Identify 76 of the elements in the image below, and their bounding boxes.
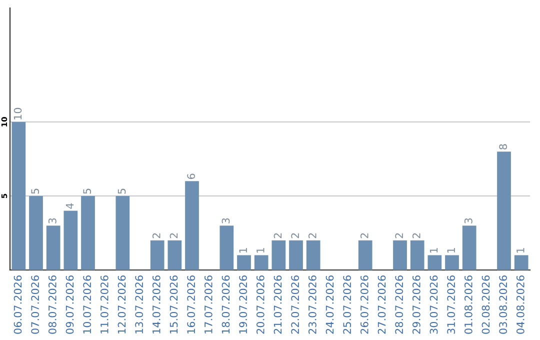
x-tick-label: 14.07.2026 [152, 276, 160, 334]
bar [428, 255, 442, 270]
x-tick-label: 27.07.2026 [378, 276, 386, 334]
x-tick-label: 04.08.2026 [516, 276, 524, 334]
bar [81, 196, 95, 270]
data-label: 6 [187, 174, 196, 179]
x-tick-label: 16.07.2026 [187, 276, 196, 334]
x-tick-label: 24.07.2026 [326, 276, 334, 334]
bar [462, 226, 476, 270]
x-tick-label: 12.07.2026 [118, 276, 126, 334]
data-label: 3 [464, 218, 472, 224]
x-tick-label: 19.07.2026 [239, 276, 248, 334]
bar [306, 240, 320, 270]
bar [12, 122, 26, 270]
bar [185, 181, 199, 270]
data-label: 8 [499, 144, 508, 150]
x-tick-label: 03.08.2026 [499, 276, 508, 334]
data-label: 2 [152, 233, 160, 238]
bar [514, 255, 528, 270]
x-tick-label: 31.07.2026 [447, 276, 456, 334]
x-tick-label: 22.07.2026 [291, 276, 300, 334]
bar [410, 240, 424, 270]
bar [237, 255, 251, 270]
bar [64, 210, 78, 270]
x-tick-label: 11.07.2026 [100, 276, 108, 334]
data-label: 3 [48, 218, 56, 224]
x-tick-label: 13.07.2026 [135, 276, 144, 334]
data-label: 1 [430, 248, 438, 253]
data-label: 2 [360, 233, 368, 238]
data-label: 2 [308, 233, 316, 238]
bar [150, 240, 164, 270]
bar [445, 255, 459, 270]
data-label: 5 [118, 188, 126, 194]
data-label: 2 [412, 233, 420, 238]
data-label: 5 [83, 188, 92, 194]
x-tick-label: 20.07.2026 [256, 276, 264, 334]
data-label: 5 [31, 188, 40, 194]
x-tick-label: 21.07.2026 [274, 276, 282, 334]
bar [393, 240, 407, 270]
x-tick-label: 07.07.2026 [31, 276, 40, 334]
bar [289, 240, 303, 270]
x-tick-label: 29.07.2026 [412, 276, 420, 334]
bar [272, 240, 286, 270]
data-label: 1 [447, 248, 455, 253]
data-label: 1 [256, 248, 264, 253]
x-tick-label: 01.08.2026 [464, 276, 472, 334]
x-tick-label: 25.07.2026 [343, 276, 352, 334]
data-label: 1 [516, 248, 524, 253]
x-tick-label: 30.07.2026 [430, 276, 438, 334]
data-label: 3 [222, 218, 230, 224]
x-tick-label: 17.07.2026 [204, 276, 212, 334]
x-tick-label: 02.08.2026 [482, 276, 490, 334]
data-label: 4 [66, 203, 74, 209]
bar [168, 240, 182, 270]
bar [254, 255, 268, 270]
bar [358, 240, 372, 270]
data-label: 2 [395, 233, 403, 238]
x-tick-label: 10.07.2026 [83, 276, 92, 334]
x-tick-label: 18.07.2026 [222, 276, 230, 334]
bar [46, 226, 60, 270]
x-tick-label: 06.07.2026 [14, 276, 22, 334]
bar [220, 226, 234, 270]
bar [497, 152, 511, 270]
data-label: 2 [170, 233, 178, 238]
x-tick-label: 08.07.2026 [48, 276, 56, 334]
data-label: 2 [274, 233, 282, 238]
bar [116, 196, 130, 270]
x-tick-label: 09.07.2026 [66, 276, 74, 334]
x-tick-label: 15.07.2026 [170, 276, 178, 334]
data-label: 1 [239, 248, 247, 253]
data-label: 10 [14, 108, 22, 120]
x-tick-label: 23.07.2026 [308, 276, 316, 334]
data-label: 2 [291, 233, 299, 238]
x-tick-label: 28.07.2026 [395, 276, 404, 334]
x-tick-label: 26.07.2026 [360, 276, 368, 334]
bar [29, 196, 43, 270]
